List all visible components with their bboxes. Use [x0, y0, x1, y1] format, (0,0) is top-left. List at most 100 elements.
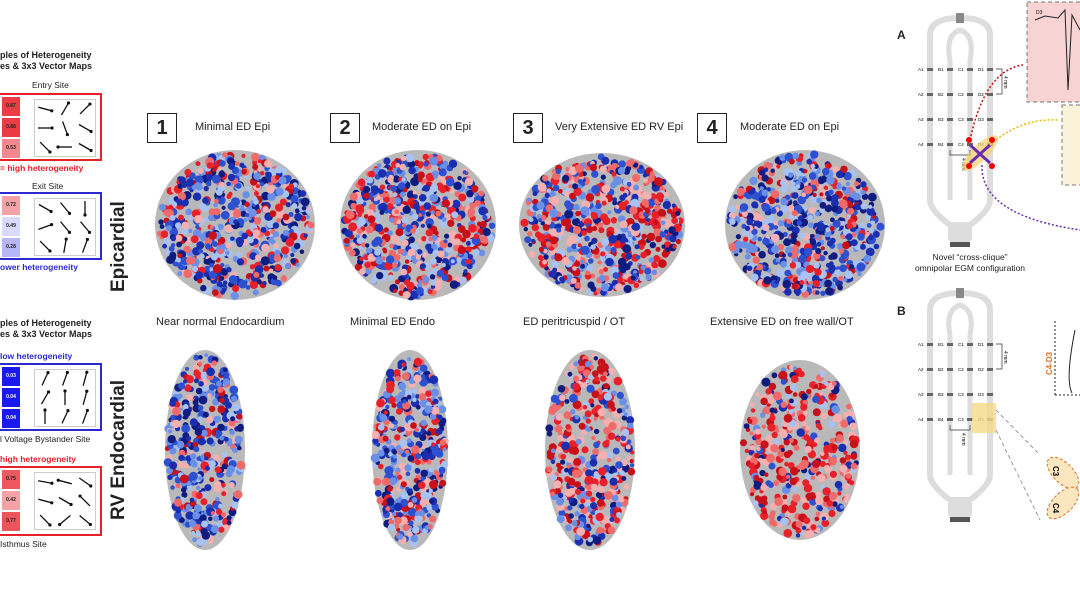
voltage-point: [765, 388, 772, 395]
voltage-point: [599, 478, 608, 487]
voltage-point: [605, 257, 614, 267]
voltage-point: [774, 279, 780, 285]
voltage-point: [750, 408, 756, 413]
voltage-point: [251, 153, 260, 162]
voltage-point: [397, 215, 403, 220]
voltage-point: [198, 355, 203, 360]
voltage-map-epi-3: [519, 153, 685, 297]
voltage-point: [398, 284, 405, 290]
voltage-point: [307, 221, 315, 229]
voltage-point: [623, 273, 629, 280]
voltage-point: [272, 275, 278, 280]
voltage-point: [589, 364, 595, 370]
vector-arrow: [58, 479, 72, 485]
voltage-point: [755, 438, 763, 446]
voltage-point: [828, 509, 836, 518]
voltage-point: [198, 475, 203, 481]
voltage-point: [387, 230, 393, 236]
voltage-point: [542, 175, 549, 182]
voltage-point: [619, 186, 625, 192]
voltage-point: [412, 526, 420, 534]
voltage-point: [175, 234, 183, 242]
voltage-point: [801, 421, 807, 426]
voltage-point: [550, 459, 556, 464]
voltage-point: [599, 165, 607, 173]
voltage-point: [178, 382, 186, 390]
voltage-point: [225, 250, 230, 255]
voltage-point: [820, 412, 828, 420]
voltage-point: [860, 181, 867, 188]
voltage-point: [635, 254, 641, 260]
electrode: [947, 93, 953, 96]
voltage-point: [450, 259, 455, 264]
voltage-point: [601, 184, 611, 194]
voltage-point: [177, 192, 187, 201]
voltage-point: [665, 247, 670, 252]
voltage-point: [748, 462, 755, 470]
voltage-point: [831, 205, 839, 213]
voltage-point: [391, 402, 397, 408]
voltage-point: [236, 240, 243, 248]
voltage-point: [393, 502, 403, 512]
voltage-point: [760, 511, 769, 520]
voltage-maps: [155, 150, 885, 550]
voltage-point: [603, 383, 610, 390]
voltage-point: [474, 200, 481, 207]
voltage-point: [167, 435, 176, 444]
electrode-label: A4: [918, 142, 924, 147]
voltage-point: [591, 483, 598, 491]
voltage-point: [569, 440, 577, 448]
voltage-point: [169, 215, 176, 221]
voltage-point: [165, 225, 172, 232]
voltage-point: [873, 230, 880, 238]
voltage-point: [792, 392, 798, 397]
voltage-point: [823, 250, 828, 256]
voltage-point: [733, 194, 738, 200]
voltage-point: [190, 235, 199, 244]
voltage-point: [763, 167, 769, 172]
voltage-point: [253, 217, 262, 225]
voltage-point: [749, 492, 755, 497]
electrode: [927, 68, 933, 71]
voltage-point: [396, 241, 401, 246]
electrode: [967, 393, 973, 396]
voltage-point: [242, 191, 250, 199]
voltage-point: [813, 164, 819, 170]
voltage-point: [195, 224, 200, 229]
voltage-point: [796, 428, 805, 437]
electrode: [967, 93, 973, 96]
voltage-point: [645, 208, 651, 214]
electrode-dot: [989, 163, 995, 169]
voltage-point: [763, 276, 772, 285]
voltage-point: [382, 435, 389, 442]
zoom-label-c3: C3: [1051, 466, 1060, 477]
voltage-point: [266, 185, 275, 194]
voltage-point: [372, 464, 378, 469]
voltage-point: [374, 223, 383, 233]
voltage-point: [218, 526, 225, 533]
voltage-point: [438, 405, 447, 414]
voltage-point: [192, 511, 201, 520]
voltage-point: [430, 210, 435, 215]
voltage-point: [838, 199, 848, 209]
voltage-point: [531, 223, 539, 232]
voltage-point: [839, 457, 847, 464]
voltage-point: [435, 279, 443, 286]
voltage-point: [267, 192, 276, 201]
heterogeneity-cell: 0.42: [2, 491, 20, 510]
voltage-point: [611, 218, 617, 224]
voltage-point: [582, 405, 588, 410]
voltage-point: [426, 431, 432, 436]
voltage-point: [752, 256, 760, 264]
voltage-point: [429, 480, 438, 489]
voltage-point: [572, 183, 578, 190]
voltage-point: [397, 474, 403, 480]
vector-arrow: [61, 372, 69, 386]
voltage-point: [771, 372, 778, 379]
voltage-point: [550, 474, 558, 481]
voltage-point: [531, 238, 536, 243]
electrode: [987, 68, 993, 71]
voltage-point: [377, 424, 385, 431]
voltage-point: [185, 208, 193, 216]
voltage-point: [812, 395, 820, 403]
